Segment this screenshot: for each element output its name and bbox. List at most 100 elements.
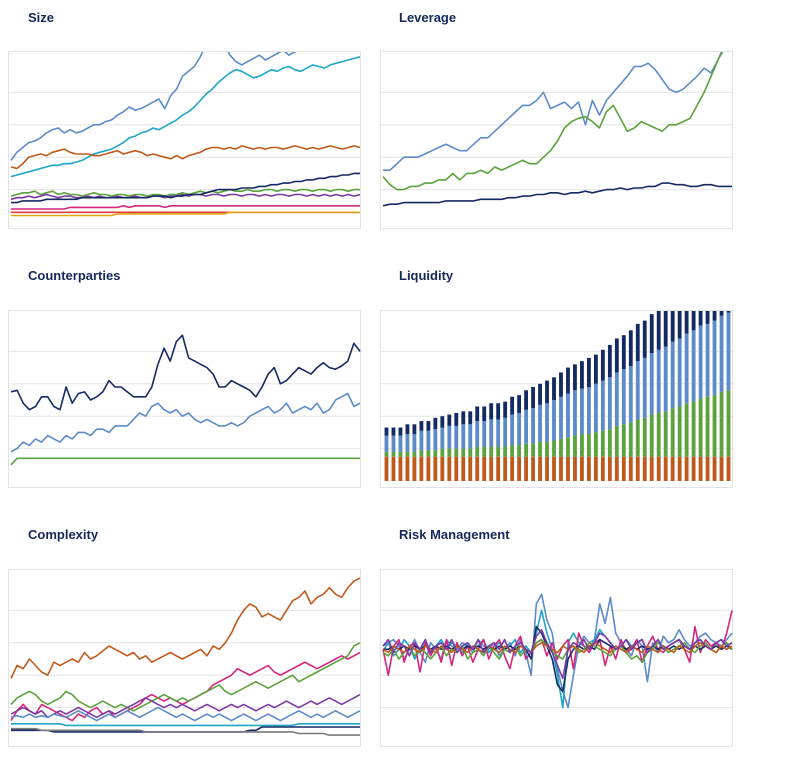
liquidity-bar-segment [621, 456, 626, 481]
counterparties-series-line-green [10, 457, 360, 466]
liquidity-bar-segment [468, 448, 473, 457]
liquidity-bar-segment [580, 388, 584, 435]
liquidity-bar-segment [586, 434, 591, 457]
liquidity-bar-segment [614, 338, 619, 373]
liquidity-bar-segment [684, 403, 689, 457]
liquidity-bar-segment [712, 395, 717, 457]
liquidity-bar-segment [712, 311, 717, 321]
liquidity-bar-segment [538, 442, 542, 457]
liquidity-bar-segment [398, 451, 403, 457]
risk-management-plot [380, 569, 734, 747]
liquidity-bar-segment [635, 323, 640, 362]
liquidity-bar-segment [621, 369, 626, 425]
liquidity-bar-segment [712, 456, 717, 481]
liquidity-bar-segment [426, 456, 431, 481]
risk-management-panel: Risk Management [372, 518, 797, 760]
liquidity-bar-segment [433, 450, 438, 457]
liquidity-bar-segment [552, 400, 556, 441]
liquidity-bar-segment [607, 344, 612, 378]
liquidity-bar-segment [628, 365, 633, 423]
liquidity-bar-segment [489, 456, 494, 481]
liquidity-title: Liquidity [399, 268, 454, 283]
leverage-plot [380, 51, 734, 229]
liquidity-bar-segment [586, 357, 591, 388]
liquidity-bar-segment [412, 451, 417, 457]
liquidity-bar-segment [663, 311, 668, 347]
liquidity-bar-segment [684, 333, 689, 404]
liquidity-bar-segment [510, 414, 515, 446]
liquidity-bar-segment [482, 421, 487, 447]
liquidity-bar-segment [398, 435, 403, 452]
liquidity-bar-segment [524, 390, 529, 410]
liquidity-bar-segment [496, 419, 501, 447]
liquidity-bar-segment [419, 450, 424, 457]
liquidity-bar-segment [566, 393, 570, 438]
liquidity-bar-segment [656, 456, 661, 481]
liquidity-bar-segment [398, 427, 403, 436]
liquidity-bar-segment [475, 456, 480, 481]
liquidity-bar-segment [628, 330, 633, 366]
liquidity-bar-segment [628, 456, 633, 481]
liquidity-bar-segment [670, 408, 675, 457]
liquidity-bar-segment [580, 434, 584, 457]
liquidity-bar-segment [566, 437, 570, 457]
liquidity-bar-segment [663, 346, 668, 412]
liquidity-bar-segment [593, 456, 598, 481]
size-series-line-green [10, 188, 360, 197]
liquidity-bar-segment [719, 391, 724, 457]
liquidity-bar-segment [614, 372, 619, 426]
risk-management-series-line-lightblue [382, 593, 733, 709]
liquidity-bar-segment [691, 311, 696, 331]
liquidity-bar-segment [670, 311, 675, 342]
complexity-plot [8, 569, 362, 747]
liquidity-bar-segment [573, 435, 577, 457]
size-panel: Size [0, 0, 380, 250]
liquidity-bar-segment [691, 330, 696, 402]
leverage-title: Leverage [399, 10, 457, 25]
liquidity-bar-segment [614, 456, 619, 481]
liquidity-bar-segment [419, 456, 424, 481]
complexity-series-line-orange [10, 577, 361, 679]
liquidity-bar-segment [475, 421, 480, 447]
liquidity-bar-segment [559, 372, 563, 397]
size-series-line-orange [10, 145, 361, 170]
liquidity-bar-segment [545, 403, 549, 443]
size-series-line-yellow [11, 211, 360, 217]
liquidity-bar-segment [531, 456, 535, 481]
liquidity-bar-segment [461, 456, 466, 481]
liquidity-bar-segment [503, 446, 508, 457]
liquidity-bar-segment [454, 448, 459, 457]
size-series-line-teal [10, 56, 361, 178]
liquidity-bar-segment [510, 396, 515, 415]
liquidity-bar-segment [391, 451, 396, 457]
liquidity-bar-segment [719, 456, 724, 481]
liquidity-bar-segment [426, 421, 431, 431]
liquidity-bar-segment [726, 456, 731, 481]
counterparties-plot [8, 310, 362, 488]
risk-management-series-line-orange [382, 642, 733, 654]
liquidity-bar-segment [489, 446, 494, 457]
liquidity-bar-segment [524, 409, 529, 444]
liquidity-bar-segment [384, 435, 389, 452]
liquidity-bar-segment [461, 411, 466, 425]
liquidity-bar-segment [621, 335, 626, 370]
complexity-title: Complexity [28, 527, 99, 542]
liquidity-bar-segment [593, 383, 598, 433]
liquidity-bar-segment [384, 456, 389, 481]
liquidity-bar-segment [454, 425, 459, 449]
liquidity-bar-segment [517, 456, 522, 481]
complexity-series-line-magenta [10, 651, 361, 722]
liquidity-bar-segment [552, 440, 556, 457]
liquidity-bar-segment [517, 445, 522, 457]
liquidity-bar-segment [503, 456, 508, 481]
liquidity-bar-segment [412, 434, 417, 452]
liquidity-bar-segment [384, 451, 389, 457]
liquidity-bar-segment [489, 419, 494, 447]
liquidity-bar-segment [426, 450, 431, 457]
liquidity-bar-segment [635, 419, 640, 457]
liquidity-bar-segment [642, 357, 647, 418]
liquidity-bar-segment [454, 412, 459, 426]
size-plot [8, 51, 362, 229]
liquidity-plot [380, 310, 734, 488]
liquidity-bar-segment [677, 406, 682, 457]
